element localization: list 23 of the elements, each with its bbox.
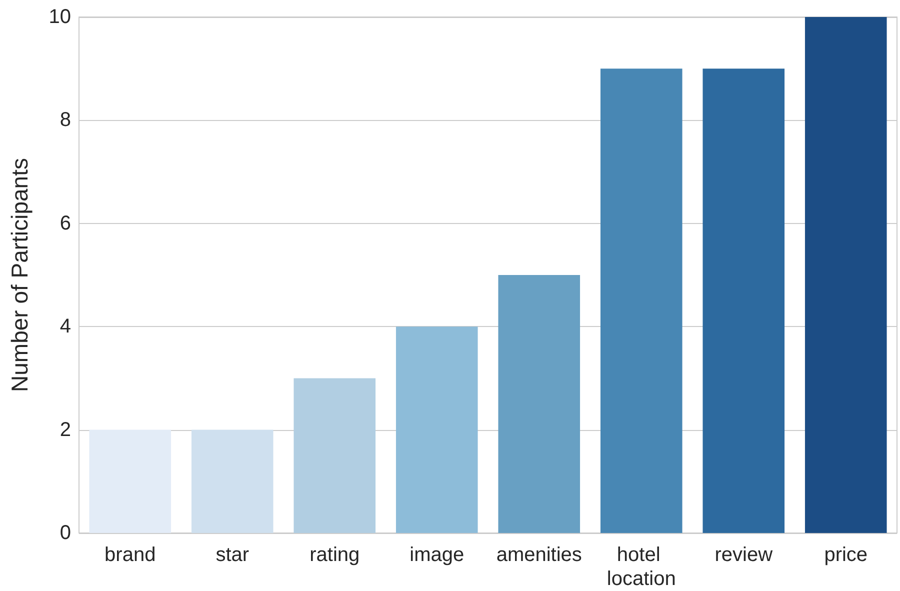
- bar: [498, 275, 580, 533]
- y-axis-title: Number of Participants: [6, 158, 32, 392]
- x-tick-label: price: [824, 544, 868, 566]
- x-tick-label: star: [216, 544, 250, 566]
- y-tick-label: 8: [60, 109, 71, 132]
- bar: [89, 430, 172, 533]
- x-tick-label: brand: [104, 544, 156, 566]
- bar: [294, 378, 376, 533]
- x-tick-label: review: [714, 544, 774, 566]
- y-tick-label: 6: [60, 212, 71, 234]
- bar: [804, 17, 887, 533]
- x-tick-label: amenities: [496, 544, 582, 566]
- bar: [191, 430, 274, 533]
- y-tick-label: 0: [60, 522, 71, 544]
- y-tick-label: 2: [60, 418, 71, 441]
- x-tick-label: rating: [310, 544, 360, 566]
- x-tick-label: hotel location: [606, 544, 676, 590]
- bar: [600, 68, 682, 533]
- y-tick-label: 10: [48, 6, 71, 28]
- x-tick-label: image: [410, 544, 464, 566]
- bar: [702, 68, 785, 533]
- bar: [396, 326, 478, 533]
- y-tick-label: 4: [60, 316, 71, 338]
